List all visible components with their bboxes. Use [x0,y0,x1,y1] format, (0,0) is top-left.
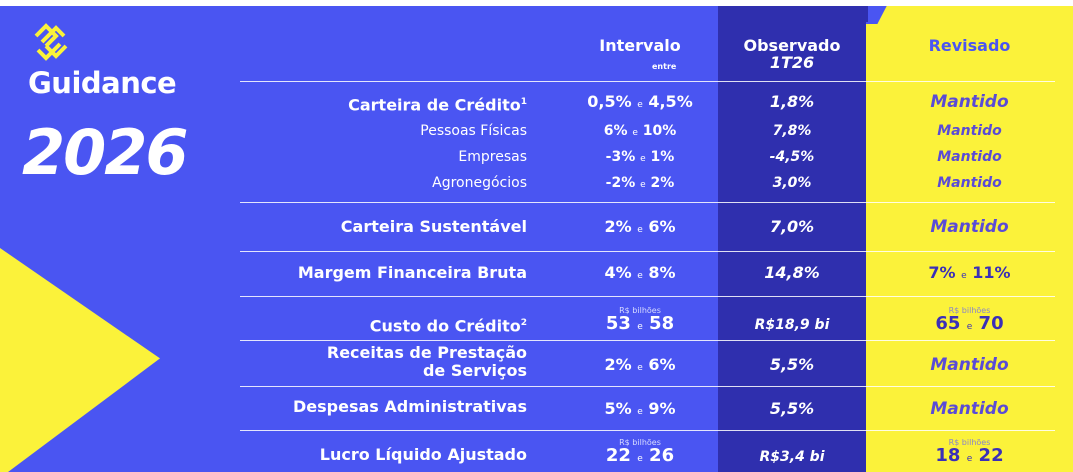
observed-empresas: -4,5% [769,149,815,165]
row-label-line2: de Serviços [422,361,527,380]
row-label-carteira-credito: Carteira de Crédito1 [348,95,527,115]
revised-carteira-credito: Mantido [930,92,1009,112]
divider [240,340,1055,341]
divider [240,251,1055,252]
row-label-lucro-liquido: Lucro Líquido Ajustado [319,445,527,464]
interval-lucro-liquido: 22 e 26 [605,445,675,466]
banco-do-brasil-logo-icon [34,23,68,61]
revised-despesas-adm: Mantido [930,399,1009,419]
revised-margem-financeira: 7% e 11% [928,263,1011,282]
revised-agronegocios: Mantido [937,175,1002,191]
revised-carteira-sustentavel: Mantido [930,217,1009,237]
interval-receitas-servicos: 2% e 6% [604,355,676,374]
row-label-line1: Receitas de Prestação [326,343,527,362]
revised-pessoas-fisicas: Mantido [937,123,1002,139]
interval-carteira-credito: 0,5% e 4,5% [587,92,693,111]
row-label-empresas: Empresas [458,149,527,165]
observed-receitas-servicos: 5,5% [769,355,815,374]
revised-lucro-liquido: 18 e 22 [935,445,1004,466]
unit-note-interval-lucro: R$ bilhões [619,438,661,447]
unit-note-revised-lucro: R$ bilhões [948,438,991,447]
observed-carteira-sustentavel: 7,0% [769,217,815,236]
revised-empresas: Mantido [937,149,1002,165]
unit-note-revised-custo: R$ bilhões [948,306,991,315]
divider [240,386,1055,387]
revised-receitas-servicos: Mantido [930,355,1009,375]
brand-title: Guidance [28,66,177,100]
observed-lucro-liquido: R$3,4 bi [759,449,825,465]
divider [240,202,1055,203]
interval-despesas-adm: 5% e 9% [604,399,676,418]
interval-carteira-sustentavel: 2% e 6% [604,217,676,236]
row-label-receitas-servicos: Receitas de Prestação de Serviços [327,344,527,380]
header-interval-sub: entre [652,62,677,71]
revised-custo-credito: 65 e 70 [935,313,1004,334]
top-border [0,0,1073,6]
observed-carteira-credito: 1,8% [769,92,815,111]
header-revised: Revisado [928,36,1011,55]
divider [240,296,1055,297]
brand-year: 2026 [22,116,189,189]
observed-despesas-adm: 5,5% [769,399,815,418]
revised-column-tab [876,6,1073,26]
divider [240,430,1055,431]
row-label-margem-financeira: Margem Financeira Bruta [297,263,527,282]
interval-empresas: -3% e 1% [605,149,675,165]
row-label-carteira-sustentavel: Carteira Sustentável [340,217,527,236]
header-observed: Observado 1T26 [718,37,866,71]
interval-custo-credito: 53 e 58 [605,313,675,334]
divider [240,81,1055,82]
observed-column-band [718,6,866,472]
unit-note-interval-custo: R$ bilhões [619,306,661,315]
observed-margem-financeira: 14,8% [764,263,820,282]
observed-agronegocios: 3,0% [772,175,812,191]
row-label-agronegocios: Agronegócios [432,175,527,191]
revised-column-band [866,24,1073,472]
header-interval: Intervalo [599,36,681,55]
interval-agronegocios: -2% e 2% [605,175,675,191]
row-label-custo-credito: Custo do Crédito2 [369,316,527,336]
observed-custo-credito: R$18,9 bi [754,317,830,333]
header-observed-label: Observado [743,36,841,55]
row-label-pessoas-fisicas: Pessoas Físicas [420,123,527,139]
row-label-despesas-adm: Despesas Administrativas [293,397,527,416]
interval-pessoas-fisicas: 6% e 10% [603,123,677,139]
observed-pessoas-fisicas: 7,8% [772,123,812,139]
header-observed-period: 1T26 [769,53,815,72]
decorative-yellow-triangle [0,248,160,472]
interval-margem-financeira: 4% e 8% [604,263,676,282]
